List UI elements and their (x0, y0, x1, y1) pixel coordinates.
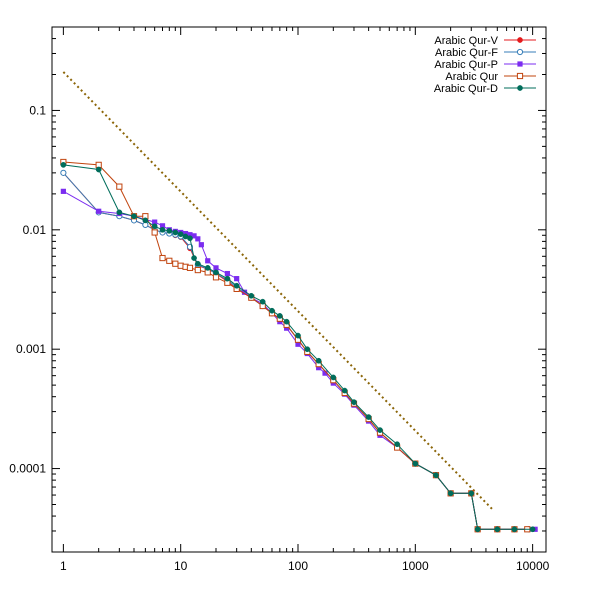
legend-marker-4 (517, 85, 523, 91)
series-4-point-19 (259, 298, 266, 305)
series-4-point-27 (341, 387, 348, 394)
series-4-point-22 (283, 318, 290, 325)
series-2-point-19 (241, 289, 248, 295)
series-3-point-12 (194, 266, 201, 274)
series-4-point-11 (187, 235, 193, 242)
series-4-point-18 (248, 292, 255, 299)
x-tick-label-1: 10 (174, 559, 188, 573)
series-4-point-25 (315, 357, 322, 364)
series-4-point-28 (351, 399, 357, 406)
series-4-point-32 (412, 460, 419, 467)
series-2-point-18 (234, 276, 240, 282)
series-4-point-23 (295, 332, 301, 339)
series-3-point-8 (172, 260, 179, 267)
series-2-point-10 (182, 230, 189, 237)
series-4-point-26 (330, 374, 337, 381)
x-tick-label-4: 10000 (516, 559, 550, 573)
series-3-point-2 (116, 183, 123, 190)
series-4-line (63, 164, 533, 530)
series-3-point-11 (186, 264, 194, 271)
series-2-point-11 (187, 232, 193, 238)
series-4-point-37 (494, 526, 501, 533)
series-2-point-5 (152, 219, 158, 225)
series-4-point-15 (213, 269, 219, 276)
series-4-point-9 (177, 231, 184, 237)
legend-marker-2 (517, 61, 523, 67)
series-2-point-27 (316, 365, 322, 371)
series-4-point-39 (529, 526, 536, 533)
series-2-point-24 (284, 325, 290, 331)
legend-label-4: Arabic Qur-D (434, 83, 498, 95)
series-4-point-7 (166, 228, 173, 234)
series-3-point-5 (151, 229, 158, 236)
series-2-point-16 (213, 265, 219, 271)
series-2-point-0 (60, 188, 66, 194)
y-tick-label-0: 0.1 (29, 103, 46, 117)
x-tick-label-0: 1 (60, 559, 67, 573)
legend-marker-3 (516, 72, 524, 80)
legend-marker-1 (516, 48, 524, 56)
series-4-point-20 (269, 307, 275, 314)
series-4-point-14 (204, 265, 211, 271)
series-4-point-36 (474, 526, 481, 533)
series-4-point-4 (142, 217, 149, 224)
reference-power-law-line (62, 71, 493, 510)
series-4-point-29 (365, 414, 372, 420)
series-4-point-33 (433, 472, 439, 479)
series-4-point-35 (468, 490, 475, 497)
axis-layer: 1 10 100 1000 10000 0.1 0.01 0.001 0.0001 (9, 26, 550, 573)
series-4-point-1 (95, 166, 102, 173)
legend-label-3: Arabic Qur (445, 71, 498, 83)
series-2-point-13 (195, 236, 201, 242)
series-2-point-14 (198, 242, 204, 248)
legend-label-2: Arabic Qur-P (434, 59, 498, 71)
series-4-point-8 (172, 229, 179, 236)
series-2-point-25 (295, 341, 301, 347)
series-4-point-0 (60, 162, 67, 168)
x-tick-label-2: 100 (288, 559, 308, 573)
series-2-point-6 (159, 223, 166, 229)
series-layer (60, 158, 538, 533)
series-2-point-15 (205, 258, 211, 264)
legend-marker-0 (517, 37, 523, 43)
series-4-point-6 (159, 226, 166, 233)
series-4-point-38 (511, 526, 518, 533)
series-4-point-3 (131, 213, 137, 220)
series-4-point-13 (194, 260, 201, 267)
y-tick-label-3: 0.0001 (9, 462, 46, 476)
legend-label-1: Arabic Qur-F (435, 47, 498, 59)
y-tick-label-1: 0.01 (23, 223, 47, 237)
series-4 (60, 162, 536, 533)
plot-frame (51, 26, 547, 553)
x-tick-label-3: 1000 (402, 559, 429, 573)
series-4-point-21 (276, 313, 283, 319)
series-4-point-12 (191, 255, 197, 261)
series-4-point-31 (394, 441, 400, 448)
series-2-point-17 (224, 270, 230, 277)
series-3-point-7 (166, 257, 173, 264)
legend-label-0: Arabic Qur-V (434, 35, 498, 47)
series-1-point-0 (60, 169, 67, 176)
series-2-point-12 (191, 233, 197, 239)
series-4-point-17 (233, 282, 240, 289)
series-2-point-1 (96, 208, 102, 214)
series-4-point-30 (377, 427, 383, 433)
series-4-point-2 (116, 209, 123, 216)
series-4-point-16 (224, 275, 231, 282)
series-4-point-34 (447, 490, 454, 497)
series-3-point-6 (159, 254, 166, 262)
series-2-point-28 (322, 370, 328, 376)
series-4-point-24 (304, 346, 311, 353)
y-tick-label-2: 0.001 (16, 342, 46, 356)
series-4-point-5 (151, 223, 158, 230)
reference-line-layer (62, 71, 493, 510)
series-3-point-14 (212, 274, 220, 281)
